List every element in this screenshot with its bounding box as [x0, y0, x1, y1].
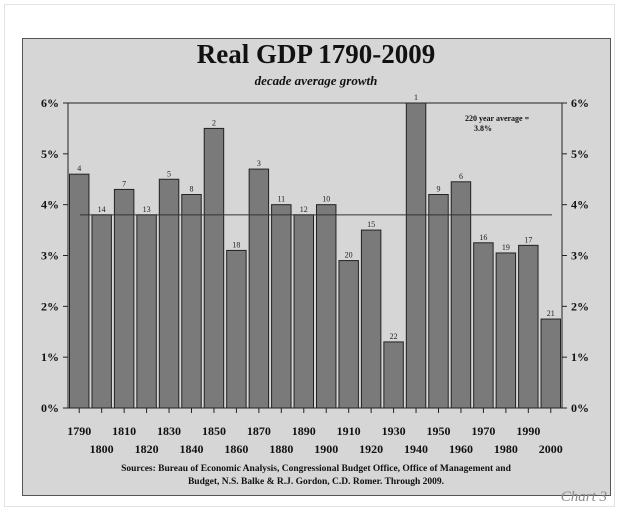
bar — [293, 214, 314, 409]
chart-watermark: Chart 3 — [560, 489, 607, 505]
bar — [428, 194, 449, 409]
bar-rank-label: 14 — [98, 205, 106, 214]
bar — [91, 214, 112, 409]
y-tick-label-right: 6% — [571, 96, 589, 110]
average-note-line1: 220 year average = — [465, 114, 530, 123]
x-tick-label: 1850 — [202, 424, 226, 438]
bar — [473, 242, 494, 409]
y-tick-label-left: 0% — [41, 401, 59, 415]
bar — [383, 341, 404, 409]
x-tick-label: 1980 — [494, 442, 518, 456]
x-tick-label: 1900 — [314, 442, 338, 456]
y-tick-label-right: 0% — [571, 401, 589, 415]
y-tick-label-right: 4% — [571, 198, 589, 212]
bar-rank-label: 18 — [232, 240, 240, 249]
bar — [405, 102, 427, 409]
average-note-line2: 3.8% — [474, 124, 492, 133]
bar-rank-label: 13 — [143, 205, 151, 214]
bar — [69, 173, 90, 409]
bar-rank-label: 9 — [437, 185, 441, 194]
x-tick-label: 1950 — [427, 424, 451, 438]
bar — [495, 252, 517, 409]
y-tick-label-left: 5% — [41, 147, 59, 161]
x-tick-label: 1840 — [180, 442, 204, 456]
bar — [136, 214, 157, 409]
plot-area: 0% 0% 1% 1% 2% 2% 3% 3% 4% 4% 5% 5% 6% 6% 4 1790 14 1800 7… — [41, 93, 589, 456]
x-tick-label: 1800 — [90, 442, 114, 456]
bar — [518, 244, 539, 409]
bar — [271, 204, 292, 409]
bar — [158, 178, 180, 409]
x-tick-label: 1920 — [359, 442, 383, 456]
bar-rank-label: 3 — [257, 159, 261, 168]
x-tick-label: 1810 — [112, 424, 136, 438]
bar-rank-label: 1 — [414, 93, 418, 102]
x-tick-label: 1860 — [224, 442, 248, 456]
bar-rank-label: 8 — [190, 185, 194, 194]
bar-rank-label: 16 — [479, 233, 487, 242]
bar-rank-label: 15 — [367, 220, 375, 229]
bar-rank-label: 10 — [322, 195, 330, 204]
bar-rank-label: 11 — [277, 195, 285, 204]
y-tick-label-right: 1% — [571, 350, 589, 364]
bar-rank-label: 5 — [167, 169, 171, 178]
bar — [203, 127, 225, 409]
y-tick-label-left: 4% — [41, 198, 59, 212]
bar-rank-label: 22 — [390, 332, 398, 341]
x-tick-label: 1880 — [269, 442, 293, 456]
bar — [181, 194, 202, 409]
bar — [226, 249, 247, 409]
bar — [540, 318, 562, 409]
y-tick-label-right: 2% — [571, 299, 589, 313]
bar-rank-label: 12 — [300, 205, 308, 214]
x-tick-label: 1790 — [67, 424, 91, 438]
chart-title: Real GDP 1790-2009 — [197, 39, 435, 69]
x-tick-label: 1830 — [157, 424, 181, 438]
bar — [450, 181, 472, 409]
y-tick-label-left: 1% — [41, 350, 59, 364]
x-tick-label: 1890 — [292, 424, 316, 438]
bar-rank-label: 20 — [345, 251, 353, 260]
bar-rank-label: 2 — [212, 118, 216, 127]
bar-rank-label: 4 — [77, 164, 81, 173]
bar — [360, 229, 382, 409]
bar-rank-label: 7 — [122, 179, 126, 188]
y-tick-label-right: 5% — [571, 147, 589, 161]
x-tick-label: 2000 — [539, 442, 563, 456]
source-note-line1: Sources: Bureau of Economic Analysis, Co… — [121, 464, 511, 474]
x-tick-label: 1820 — [135, 442, 159, 456]
bar-rank-label: 19 — [502, 243, 510, 252]
source-note-line2: Budget, N.S. Balke & R.J. Gordon, C.D. R… — [188, 477, 444, 487]
bar — [248, 168, 270, 409]
x-tick-label: 1910 — [337, 424, 361, 438]
bar — [338, 260, 359, 409]
bar-rank-label: 21 — [547, 309, 555, 318]
y-tick-label-left: 2% — [41, 299, 59, 313]
x-tick-label: 1970 — [471, 424, 495, 438]
bar-rank-label: 6 — [459, 172, 463, 181]
x-tick-label: 1960 — [449, 442, 473, 456]
y-tick-label-left: 3% — [41, 249, 59, 263]
y-tick-label-left: 6% — [41, 96, 59, 110]
x-tick-label: 1870 — [247, 424, 271, 438]
x-tick-label: 1930 — [382, 424, 406, 438]
x-tick-label: 1940 — [404, 442, 428, 456]
bar — [113, 188, 135, 409]
chart-subtitle: decade average growth — [255, 73, 378, 88]
bar — [316, 204, 337, 409]
y-tick-label-right: 3% — [571, 249, 589, 263]
bar-rank-label: 17 — [524, 235, 532, 244]
x-tick-label: 1990 — [516, 424, 540, 438]
